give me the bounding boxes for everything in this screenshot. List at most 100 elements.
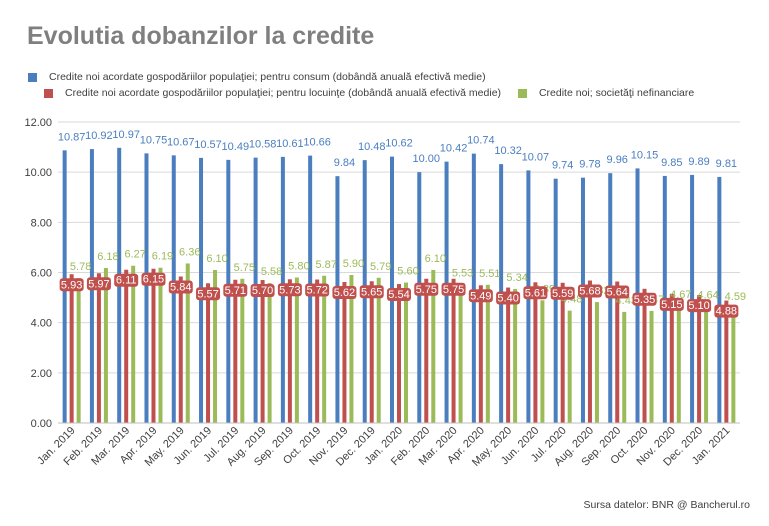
bar-locuinte bbox=[615, 281, 620, 423]
data-label-consum: 9.78 bbox=[579, 159, 600, 171]
data-label-nefinanciare: 5.87 bbox=[315, 259, 336, 271]
data-label-consum: 10.87 bbox=[58, 131, 86, 143]
legend-swatch-nefinanciare bbox=[517, 88, 527, 98]
data-label-box-locuinte bbox=[223, 283, 248, 297]
legend-row-1: Credite noi acordate gospodăriilor popul… bbox=[28, 71, 500, 85]
bar-nefinanciare bbox=[540, 300, 545, 423]
bar-locuinte bbox=[478, 285, 483, 423]
data-label-nefinanciare: 6.27 bbox=[124, 249, 145, 261]
bar-nefinanciare bbox=[213, 269, 218, 423]
data-label-locuinte: 6.15 bbox=[143, 274, 164, 286]
data-label-box-locuinte bbox=[659, 297, 684, 311]
data-label-locuinte: 5.59 bbox=[552, 288, 573, 300]
data-label-consum: 10.07 bbox=[522, 151, 550, 163]
y-tick-label: 6.00 bbox=[31, 268, 52, 280]
data-label-consum: 10.67 bbox=[167, 136, 195, 148]
bar-nefinanciare bbox=[485, 284, 490, 423]
bar-nefinanciare bbox=[731, 307, 736, 423]
legend-item-nefinanciare: Credite noi; societăţi nefinanciare bbox=[517, 87, 695, 99]
bar-nefinanciare bbox=[76, 278, 81, 423]
legend-label-locuinte: Credite noi acordate gospodăriilor popul… bbox=[65, 87, 502, 99]
data-label-box-locuinte bbox=[196, 287, 221, 301]
bar-locuinte bbox=[669, 293, 674, 423]
data-label-box-locuinte bbox=[277, 283, 302, 297]
legend-label-nefinanciare: Credite noi; societăţi nefinanciare bbox=[538, 87, 695, 99]
data-label-locuinte: 5.40 bbox=[497, 293, 518, 305]
bar-consum bbox=[417, 172, 422, 423]
bar-nefinanciare bbox=[158, 267, 163, 423]
data-label-nefinanciare: 5.79 bbox=[370, 261, 391, 273]
bar-nefinanciare bbox=[431, 269, 436, 423]
data-label-consum: 10.97 bbox=[112, 129, 140, 141]
data-label-nefinanciare: 6.19 bbox=[152, 251, 173, 263]
data-label-consum: 10.48 bbox=[358, 141, 386, 153]
data-label-box-locuinte bbox=[687, 299, 712, 313]
data-label-box-locuinte bbox=[496, 291, 521, 305]
bar-locuinte bbox=[697, 295, 702, 423]
data-label-locuinte: 5.35 bbox=[634, 294, 655, 306]
y-tick-label: 2.00 bbox=[31, 368, 52, 380]
data-label-box-locuinte bbox=[468, 289, 493, 303]
data-label-locuinte: 5.68 bbox=[579, 286, 600, 298]
data-label-box-locuinte bbox=[714, 304, 739, 318]
data-label-consum: 10.58 bbox=[249, 139, 277, 151]
data-label-nefinanciare: 5.90 bbox=[343, 258, 364, 270]
data-label-box-locuinte bbox=[250, 284, 275, 298]
bar-nefinanciare bbox=[704, 306, 709, 423]
data-label-locuinte: 5.65 bbox=[361, 286, 382, 298]
data-label-consum: 10.15 bbox=[631, 149, 659, 161]
chart-title: Evolutia dobanzilor la credite bbox=[27, 22, 375, 50]
data-label-box-locuinte bbox=[305, 283, 330, 297]
bar-nefinanciare bbox=[131, 265, 136, 423]
data-label-nefinanciare: 5.78 bbox=[70, 261, 91, 273]
legend-swatch-consum bbox=[28, 72, 37, 82]
data-label-consum: 10.62 bbox=[385, 138, 413, 150]
data-label-locuinte: 5.61 bbox=[525, 287, 546, 299]
source-note: Sursa datelor: BNR @ Bancherul.ro bbox=[583, 499, 750, 511]
bar-nefinanciare bbox=[267, 283, 272, 423]
data-label-consum: 10.57 bbox=[194, 139, 222, 151]
bar-nefinanciare bbox=[567, 310, 572, 423]
bar-locuinte bbox=[233, 279, 238, 423]
data-label-box-locuinte bbox=[441, 282, 466, 296]
bar-consum bbox=[580, 177, 585, 423]
bar-locuinte bbox=[342, 282, 347, 423]
data-label-box-locuinte bbox=[550, 286, 575, 300]
data-label-nefinanciare: 4.59 bbox=[725, 291, 746, 303]
data-label-locuinte: 6.11 bbox=[116, 275, 137, 287]
data-label-nefinanciare: 6.10 bbox=[425, 253, 446, 265]
data-label-locuinte: 5.75 bbox=[443, 284, 464, 296]
bar-locuinte bbox=[206, 283, 211, 423]
bar-locuinte bbox=[178, 276, 183, 423]
data-label-box-locuinte bbox=[168, 280, 193, 294]
bar-locuinte bbox=[451, 278, 456, 423]
data-label-box-locuinte bbox=[387, 288, 411, 302]
bar-nefinanciare bbox=[676, 305, 681, 423]
y-tick-label: 0.00 bbox=[31, 418, 52, 430]
data-label-box-locuinte bbox=[632, 292, 657, 306]
data-label-locuinte: 5.15 bbox=[661, 299, 682, 311]
bar-nefinanciare bbox=[513, 289, 518, 423]
data-label-nefinanciare: 6.10 bbox=[206, 253, 227, 265]
bar-locuinte bbox=[424, 278, 429, 423]
bar-nefinanciare bbox=[622, 311, 627, 423]
data-label-box-locuinte bbox=[577, 284, 602, 298]
data-label-locuinte: 5.71 bbox=[225, 285, 246, 297]
data-label-locuinte: 5.64 bbox=[607, 287, 628, 299]
bar-nefinanciare bbox=[649, 310, 654, 423]
bar-locuinte bbox=[287, 279, 292, 423]
data-label-box-locuinte bbox=[332, 286, 357, 300]
data-label-locuinte: 5.93 bbox=[61, 279, 82, 291]
y-tick-label: 8.00 bbox=[31, 217, 52, 229]
data-label-nefinanciare: 4.64 bbox=[697, 290, 718, 302]
data-label-consum: 10.92 bbox=[85, 130, 113, 142]
data-label-consum: 10.49 bbox=[222, 141, 250, 153]
data-label-consum: 10.66 bbox=[303, 137, 331, 149]
data-label-locuinte: 5.54 bbox=[388, 289, 409, 301]
bar-locuinte bbox=[96, 273, 101, 423]
data-label-consum: 10.61 bbox=[276, 138, 304, 150]
bar-locuinte bbox=[315, 279, 320, 423]
data-label-locuinte: 5.62 bbox=[334, 287, 355, 299]
data-label-box-locuinte bbox=[59, 278, 84, 292]
legend-swatch-locuinte bbox=[44, 88, 53, 98]
